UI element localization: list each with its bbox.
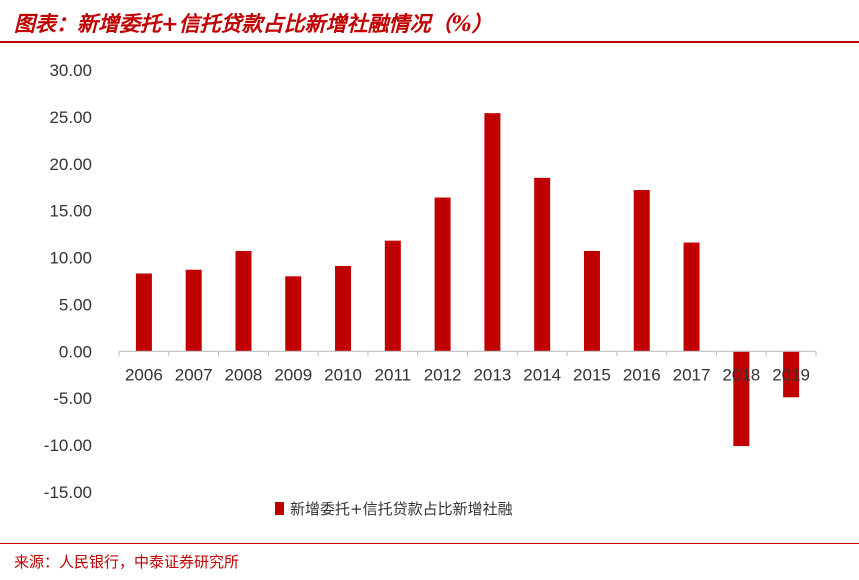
x-tick-label: 2017 <box>673 365 711 384</box>
x-tick-label: 2013 <box>473 365 511 384</box>
legend-swatch <box>275 502 284 515</box>
x-tick-label: 2008 <box>225 365 263 384</box>
y-tick-label: 20.00 <box>49 155 92 174</box>
y-tick-label: 0.00 <box>59 342 92 361</box>
bar-2017 <box>683 242 700 352</box>
y-tick-label: 10.00 <box>49 249 92 268</box>
source-note: 来源：人民银行，中泰证券研究所 <box>14 553 240 571</box>
bar-series <box>135 113 800 447</box>
bar-2016 <box>633 190 650 352</box>
bar-2006 <box>135 273 152 352</box>
bar-2007 <box>185 269 202 352</box>
bar-2015 <box>583 250 600 352</box>
y-tick-label: 15.00 <box>49 202 92 221</box>
y-tick-label: 30.00 <box>49 61 92 80</box>
bar-2018 <box>733 351 750 447</box>
source-divider <box>0 543 859 544</box>
title-divider <box>0 41 859 43</box>
y-tick-label: -15.00 <box>44 483 92 502</box>
bar-2011 <box>384 240 401 352</box>
x-tick-label: 2010 <box>324 365 362 384</box>
legend: 新增委托+信托贷款占比新增社融 <box>275 500 513 518</box>
bar-chart: 30.00 25.00 20.00 15.00 10.00 5.00 0.00 -5.00 -1… <box>44 61 817 518</box>
page-title: 图表：新增委托+信托贷款占比新增社融情况（%） <box>14 11 493 36</box>
legend-label: 新增委托+信托贷款占比新增社融 <box>290 500 513 518</box>
y-tick-label: 25.00 <box>49 108 92 127</box>
y-tick-label: 5.00 <box>59 295 92 314</box>
bar-2014 <box>534 177 551 352</box>
bar-2013 <box>484 113 501 352</box>
x-tick-label: 2011 <box>375 365 412 384</box>
x-tick-label: 2015 <box>573 365 611 384</box>
y-axis: 30.00 25.00 20.00 15.00 10.00 5.00 0.00 -5.00 -1… <box>44 61 92 502</box>
x-tick-label: 2019 <box>772 365 810 384</box>
x-tick-label: 2006 <box>125 365 163 384</box>
bar-2010 <box>335 265 352 352</box>
x-tick-label: 2018 <box>722 365 760 384</box>
title-bar: 图表：新增委托+信托贷款占比新增社融情况（%） <box>0 0 859 43</box>
x-tick-label: 2016 <box>623 365 661 384</box>
x-tick-label: 2009 <box>274 365 312 384</box>
y-tick-label: -10.00 <box>44 436 92 455</box>
x-tick-label: 2007 <box>175 365 213 384</box>
x-tick-label: 2012 <box>424 365 462 384</box>
bar-2008 <box>235 250 252 352</box>
y-tick-label: -5.00 <box>53 389 92 408</box>
bar-2009 <box>285 276 302 352</box>
bar-2019 <box>783 351 800 398</box>
x-axis: 2006 2007 2008 2009 2010 2011 2012 2013 2014 2015… <box>118 350 817 384</box>
x-tick-label: 2014 <box>523 365 561 384</box>
bar-2012 <box>434 197 451 352</box>
